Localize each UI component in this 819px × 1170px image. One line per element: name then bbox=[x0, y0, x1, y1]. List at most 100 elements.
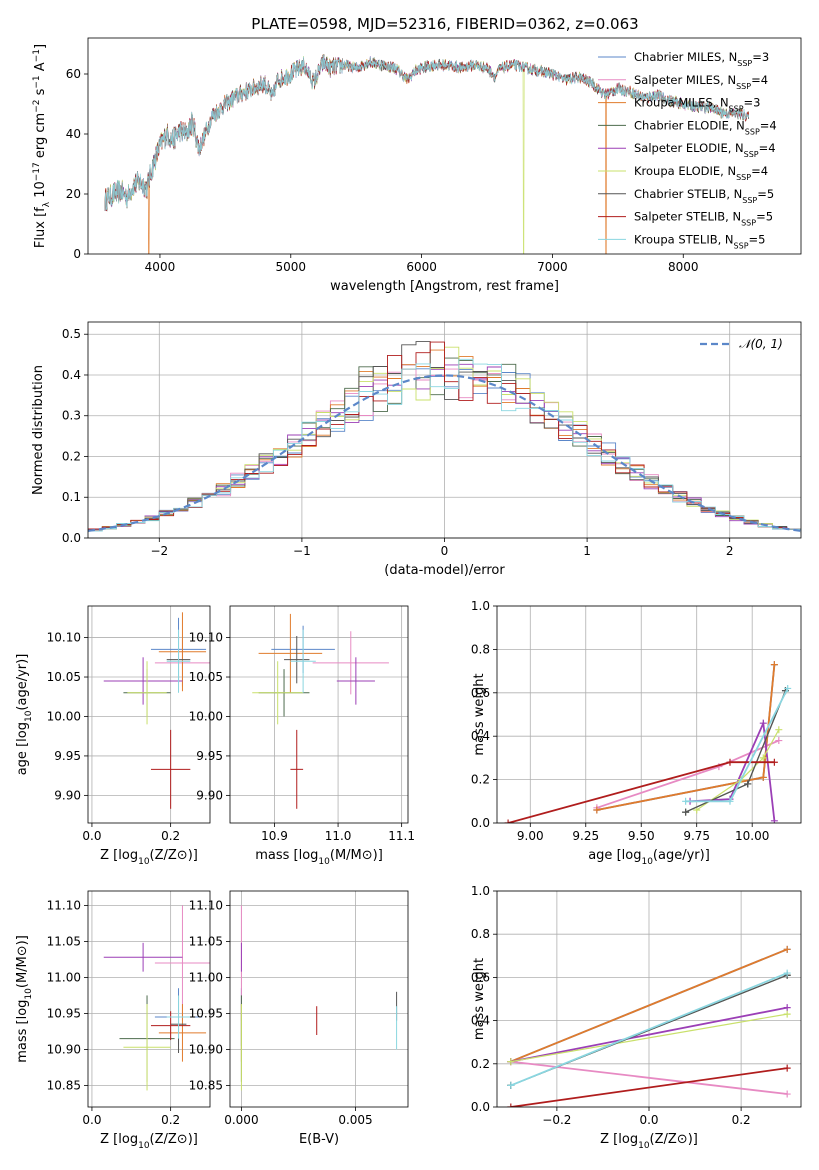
weight-marker bbox=[770, 758, 778, 766]
figure-title: PLATE=0598, MJD=52316, FIBERID=0362, z=0… bbox=[251, 15, 638, 33]
y-tick-label: 0.6 bbox=[471, 686, 490, 700]
y-tick-label: 11.00 bbox=[189, 970, 223, 984]
legend-label-5: Salpeter ELODIE, NSSP=4 bbox=[634, 141, 776, 159]
x-axis-label: Z [log10(Z/Z⊙)] bbox=[100, 1132, 198, 1151]
y-tick-label: 0.4 bbox=[62, 368, 81, 382]
weight-line-3 bbox=[596, 664, 776, 811]
y-tick-label: 0.0 bbox=[471, 816, 490, 830]
error-point-5 bbox=[103, 942, 183, 972]
y-tick-label: 11.05 bbox=[189, 934, 223, 948]
weight-marker bbox=[744, 780, 752, 788]
x-tick-label: 0.2 bbox=[161, 1113, 180, 1127]
x-tick-label: 10.00 bbox=[735, 829, 769, 843]
y-tick-label: 0.2 bbox=[471, 773, 490, 787]
error-point-5 bbox=[336, 657, 375, 705]
y-tick-label: 10.95 bbox=[47, 1006, 81, 1020]
y-tick-label: 10.05 bbox=[47, 670, 81, 684]
y-tick-label: 10.10 bbox=[47, 631, 81, 645]
y-tick-label: 0.0 bbox=[62, 531, 81, 545]
weight-line-3 bbox=[510, 948, 788, 1063]
x-tick-label: 0.0 bbox=[82, 1113, 101, 1127]
y-axis-label: mass weight bbox=[472, 958, 487, 1040]
x-tick-label: 0 bbox=[441, 544, 449, 558]
axes-frame bbox=[496, 890, 802, 1108]
histogram-step-9 bbox=[88, 358, 801, 534]
mass-weight-vs-metallicity-panel: −0.2 0.0 0.2 0.0 0.2 0.4 0.6 0.8 1.0 Z [log10(Z/Z… bbox=[471, 884, 802, 1151]
y-tick-label: 10.05 bbox=[189, 670, 223, 684]
legend-label-3: Kroupa MILES, NSSP=3 bbox=[634, 96, 760, 114]
legend-label-normal: 𝒩(0, 1) bbox=[739, 337, 783, 351]
weight-marker bbox=[775, 726, 783, 734]
error-point-2 bbox=[312, 631, 389, 695]
legend-label-7: Chabrier STELIB, NSSP=5 bbox=[634, 187, 774, 205]
y-tick-label: 60 bbox=[66, 67, 81, 81]
y-tick-label: 0.3 bbox=[62, 409, 81, 423]
y-axis-label: mass weight bbox=[472, 673, 487, 755]
x-tick-label: 9.25 bbox=[572, 829, 599, 843]
weight-marker bbox=[504, 819, 512, 823]
error-point-6 bbox=[123, 1004, 171, 1091]
error-point-2 bbox=[154, 905, 210, 1021]
weight-line-1 bbox=[596, 664, 776, 811]
y-tick-label: 0.2 bbox=[62, 449, 81, 463]
x-tick-label: 0.0 bbox=[639, 1113, 658, 1127]
y-axis-label: age [log10(age/yr)] bbox=[15, 654, 34, 776]
y-axis-label: Normed distribution bbox=[31, 365, 46, 495]
weight-marker bbox=[783, 1090, 791, 1098]
mass-weight-vs-age-panel: 9.00 9.25 9.50 9.75 10.00 0.0 0.2 0.4 0.6 0.8 1.0 a… bbox=[471, 599, 802, 867]
weight-marker bbox=[507, 1058, 515, 1066]
y-tick-label: 10.85 bbox=[47, 1078, 81, 1092]
x-tick-label: 0.2 bbox=[732, 1113, 751, 1127]
weight-marker bbox=[507, 1081, 515, 1089]
axes-frame bbox=[496, 605, 802, 824]
error-point-6 bbox=[252, 661, 304, 725]
weight-marker bbox=[507, 1103, 515, 1107]
x-tick-label: 6000 bbox=[406, 260, 437, 274]
normal-reference-curve bbox=[88, 374, 801, 532]
y-tick-label: 9.95 bbox=[196, 749, 223, 763]
weight-marker bbox=[759, 754, 767, 762]
x-tick-label: 9.00 bbox=[517, 829, 544, 843]
y-tick-label: 10.10 bbox=[189, 631, 223, 645]
weight-line-6 bbox=[696, 729, 780, 811]
x-tick-label: 0.000 bbox=[224, 1113, 258, 1127]
age-vs-mass-panel: 10.9 11.0 11.1 9.90 9.95 10.00 10.05 10.10 mass … bbox=[189, 605, 415, 867]
error-point-8 bbox=[150, 1011, 191, 1041]
error-point-3 bbox=[158, 612, 207, 692]
y-tick-label: 40 bbox=[66, 127, 81, 141]
x-tick-label: 2 bbox=[726, 544, 734, 558]
weight-line-9 bbox=[510, 972, 788, 1087]
y-tick-label: 0.5 bbox=[62, 327, 81, 341]
x-tick-label: 8000 bbox=[668, 260, 699, 274]
weight-marker bbox=[682, 797, 690, 805]
x-tick-label: 5000 bbox=[276, 260, 307, 274]
weight-marker bbox=[770, 817, 778, 823]
mass-vs-extinction-panel: 0.000 0.005 10.85 10.90 10.95 11.00 11.05 11.10… bbox=[189, 890, 409, 1147]
weight-line-8 bbox=[510, 1067, 788, 1107]
legend-label-6: Kroupa ELODIE, NSSP=4 bbox=[634, 164, 768, 182]
spectrum-line-9 bbox=[104, 54, 750, 211]
x-axis-label: age [log10(age/yr)] bbox=[588, 848, 710, 867]
y-tick-label: 9.95 bbox=[54, 749, 81, 763]
weight-marker bbox=[759, 773, 767, 781]
x-tick-label: −1 bbox=[293, 544, 311, 558]
error-point-9 bbox=[166, 995, 191, 1039]
y-tick-label: 10.95 bbox=[189, 1006, 223, 1020]
weight-marker bbox=[759, 719, 767, 727]
error-point-6 bbox=[127, 661, 167, 725]
legend-label-2: Salpeter MILES, NSSP=4 bbox=[634, 73, 768, 91]
y-tick-label: 0.4 bbox=[471, 1014, 490, 1028]
y-tick-label: 0.1 bbox=[62, 490, 81, 504]
x-axis-label: mass [log10(M/M⊙)] bbox=[255, 848, 383, 867]
mass-vs-metallicity-panel: 0.0 0.2 10.85 10.90 10.95 11.00 11.05 11.10 Z [l… bbox=[15, 890, 211, 1151]
weight-marker bbox=[593, 806, 601, 814]
x-axis-label: (data-model)/error bbox=[384, 563, 505, 578]
x-tick-label: 11.1 bbox=[388, 829, 415, 843]
legend-label-9: Kroupa STELIB, NSSP=5 bbox=[634, 232, 765, 250]
x-tick-label: 1 bbox=[583, 544, 591, 558]
y-axis-label: Flux [fλ 10−17 erg cm−2 s−1 A−1] bbox=[32, 44, 52, 248]
residual-histogram-panel: −2 −1 0 1 2 0.0 0.1 0.2 0.3 0.4 0.5 (data-model)/er… bbox=[31, 321, 802, 578]
y-tick-label: 0.8 bbox=[471, 642, 490, 656]
y-tick-label: 1.0 bbox=[471, 599, 490, 613]
